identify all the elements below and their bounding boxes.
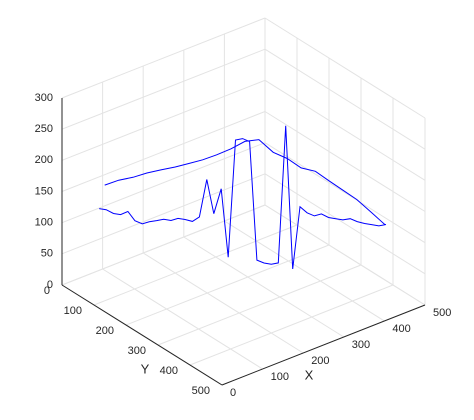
grid-line: [183, 236, 345, 338]
grid-line: [61, 173, 266, 255]
z-tick-label: 150: [35, 185, 53, 197]
grid-line: [264, 173, 426, 275]
z-tick-label: 100: [35, 217, 53, 229]
grid-line: [264, 17, 426, 119]
y-tick-label: 0: [44, 285, 50, 297]
y-tick-label: 100: [64, 305, 82, 317]
axis-line: [221, 304, 426, 386]
y-tick-label: 300: [128, 345, 146, 357]
grid-line: [264, 79, 426, 181]
grid-line: [264, 142, 426, 244]
grid-line: [61, 17, 266, 99]
grid-line: [61, 48, 266, 130]
x-axis-label: X: [305, 367, 314, 382]
grid-line: [61, 142, 266, 224]
data-line: [99, 125, 387, 270]
z-tick-label: 300: [35, 92, 53, 104]
data-line: [104, 139, 386, 226]
grid-line: [264, 48, 426, 150]
grid-line: [61, 79, 266, 161]
grid-line: [102, 268, 263, 370]
x-tick-label: 200: [311, 355, 329, 367]
z-tick-label: 0: [47, 279, 53, 291]
z-tick-label: 50: [41, 248, 53, 260]
z-tick-label: 250: [35, 123, 53, 135]
y-axis-label: Y: [141, 361, 150, 376]
y-tick-label: 200: [96, 325, 114, 337]
grid-line: [61, 204, 266, 286]
x-tick-label: 0: [230, 387, 236, 399]
grid-line: [264, 204, 426, 306]
grid-line: [142, 252, 304, 354]
x-tick-label: 300: [352, 339, 370, 351]
grid-line: [157, 264, 362, 346]
x-tick-label: 100: [271, 371, 289, 383]
grid-line: [224, 220, 385, 322]
axis-line: [61, 284, 223, 386]
grid-line: [264, 111, 426, 212]
x-tick-label: 500: [433, 307, 451, 319]
y-tick-label: 500: [192, 385, 210, 397]
grid-line: [93, 224, 298, 306]
grid-line: [189, 284, 394, 366]
x-tick-label: 400: [392, 323, 410, 335]
grid-line: [61, 111, 266, 192]
y-tick-label: 400: [160, 365, 178, 377]
grid-line: [125, 244, 330, 326]
z-tick-label: 200: [35, 154, 53, 166]
